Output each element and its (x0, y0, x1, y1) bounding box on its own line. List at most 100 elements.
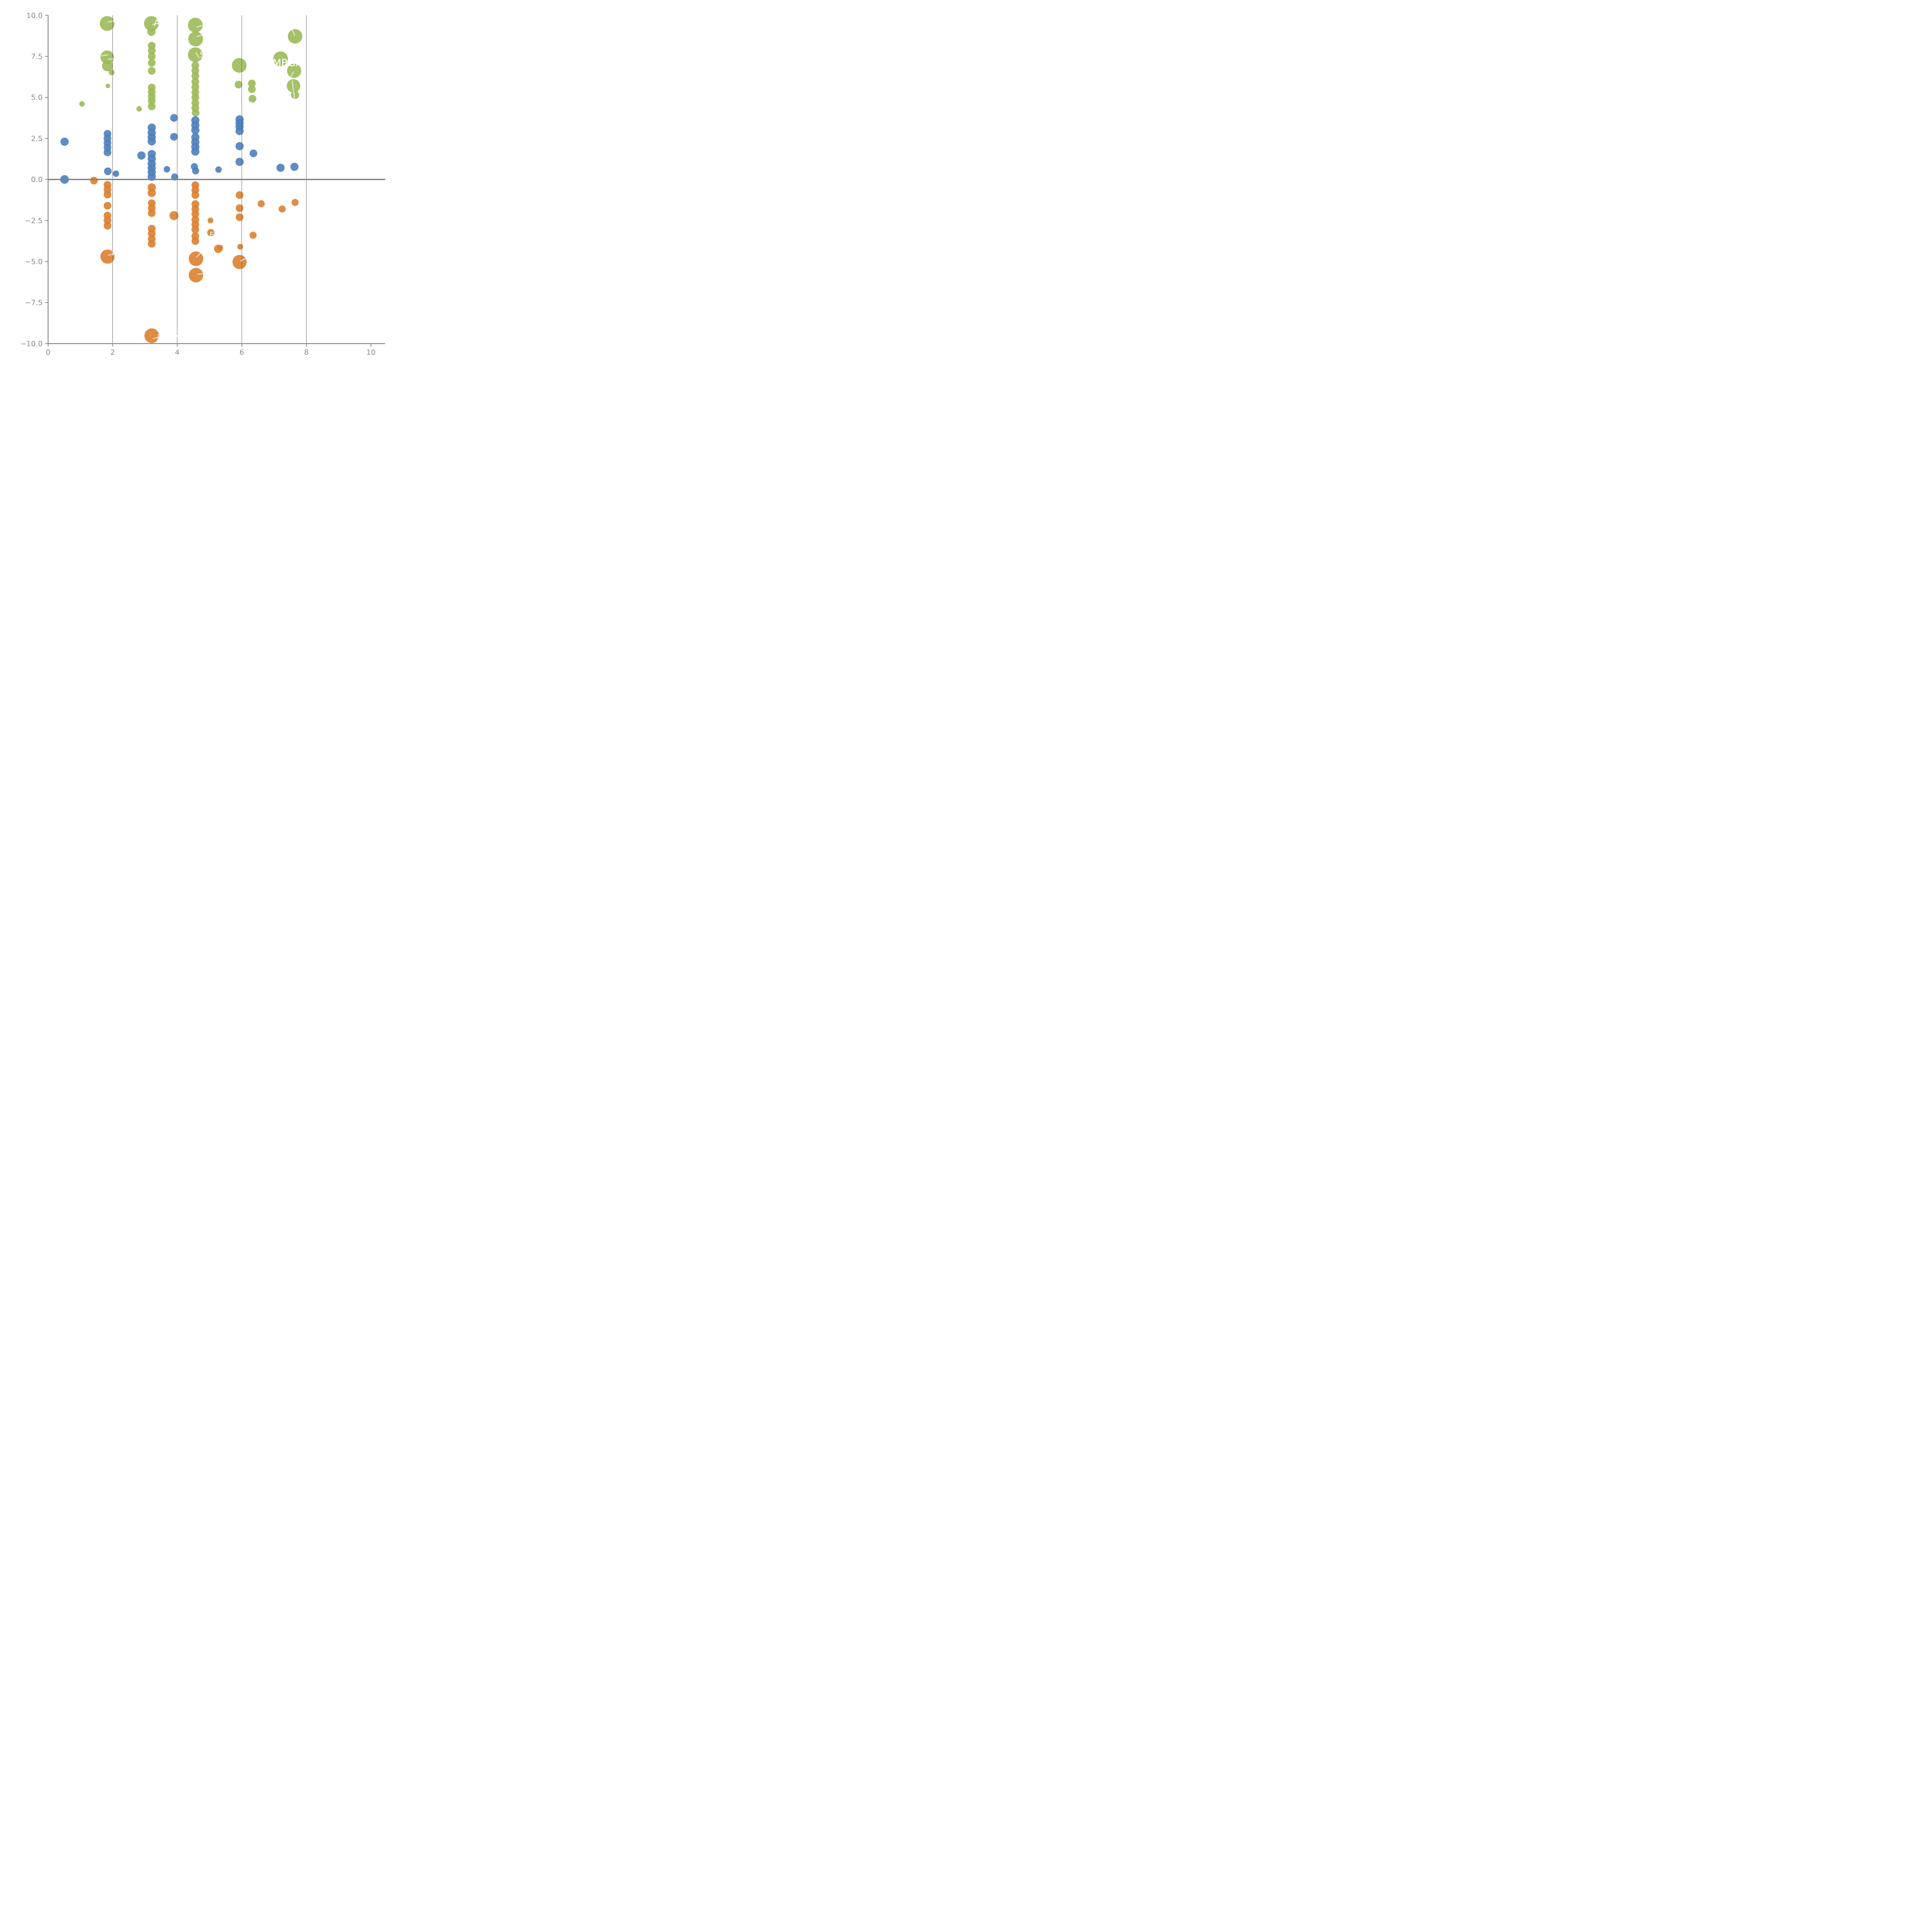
bubble-green (248, 85, 256, 93)
annotation-leader-line (107, 20, 115, 22)
bubble-green (148, 52, 156, 60)
annotation-leader-line (196, 252, 202, 258)
annotation-leader-line (289, 71, 294, 78)
annotation-leader-line (108, 58, 116, 60)
x-tick-label: 10 (366, 348, 376, 357)
y-tick-label: 7.5 (31, 52, 43, 61)
bubble-orange (207, 218, 214, 224)
bubble-blue (192, 167, 199, 175)
bubble-green (232, 58, 247, 73)
bubble-orange (144, 328, 159, 343)
bubble-orange (191, 237, 199, 245)
bubble-green (109, 69, 115, 75)
bubble-orange (169, 211, 179, 220)
annotation-label: E (209, 231, 214, 239)
annotation-label: V (174, 328, 181, 339)
annotation-leader-line (100, 54, 108, 56)
x-tick-label: 6 (240, 348, 244, 357)
bubble-orange (257, 200, 265, 207)
bubble-green (287, 63, 301, 78)
annotation-leader-line (291, 29, 296, 36)
bubble-blue (290, 163, 299, 171)
y-tick-label: 0.0 (31, 175, 43, 184)
bubble-green (248, 95, 257, 103)
bubble-green (191, 72, 199, 80)
bubble-green (287, 79, 300, 93)
bubble-green (148, 46, 156, 54)
annotation-leader-line (197, 34, 204, 37)
bubble-orange (236, 204, 243, 212)
bubble-green (144, 16, 159, 31)
bubble-green (148, 97, 156, 105)
x-tick-label: 0 (46, 348, 50, 357)
bubble-green (188, 47, 203, 62)
bubble-green (291, 91, 299, 99)
bubble-green (79, 101, 85, 107)
bubble-green (148, 59, 156, 67)
annotation-leader-line (195, 52, 200, 59)
bubble-green (105, 83, 110, 88)
bubble-orange (236, 213, 243, 221)
annotation-leader-line (152, 22, 160, 25)
annotation-leader-line (108, 253, 116, 256)
bubble-blue (215, 166, 222, 173)
annotation-label: V (202, 19, 209, 30)
bubble-orange (217, 245, 223, 251)
annotation-label: MBOX (272, 57, 302, 69)
bubble-blue (163, 166, 170, 173)
bubble-orange (191, 191, 199, 199)
bubble-orange (207, 229, 214, 236)
y-tick-label: 5.0 (31, 94, 43, 102)
bubble-orange (189, 268, 203, 282)
bubble-orange (236, 191, 243, 199)
bubble-orange (279, 205, 286, 213)
annotation-label: A (154, 17, 160, 28)
annotation-label: M (113, 17, 119, 25)
bubble-orange (148, 189, 156, 197)
bubble-green (148, 67, 156, 75)
bubble-green (188, 31, 203, 47)
bubble-blue (276, 163, 285, 172)
bubble-blue (235, 142, 244, 150)
y-tick-label: 2.5 (31, 134, 43, 143)
bubble-blue (137, 151, 146, 160)
bubble-green (148, 102, 156, 111)
annotation-label: J (157, 333, 159, 341)
annotation-leader-line (291, 80, 296, 100)
annotation-leader-line (240, 256, 250, 262)
bubble-orange (232, 255, 247, 269)
bubble-orange (104, 190, 112, 199)
annotation-leader-line (196, 25, 204, 28)
annotation-label: S (200, 50, 205, 60)
bubble-blue (191, 126, 200, 134)
bubble-blue (171, 173, 179, 181)
bubble-green (100, 50, 114, 64)
bubble-green (235, 80, 243, 88)
bubble-orange (249, 231, 257, 239)
y-tick-label: −7.5 (25, 299, 43, 307)
bubble-blue (112, 170, 119, 177)
x-tick-label: 2 (111, 348, 115, 357)
bubble-green (188, 17, 203, 33)
bubble-orange (90, 177, 98, 185)
bubble-blue (60, 138, 69, 146)
bubble-orange (104, 222, 112, 230)
annotation-label: I (112, 250, 114, 258)
bubble-blue (104, 167, 112, 175)
bubble-orange (100, 249, 115, 264)
bubble-orange (191, 226, 199, 233)
x-tick-label: 4 (175, 348, 180, 357)
bubble-green (273, 51, 288, 66)
bubble-green (191, 61, 199, 70)
bubble-blue (170, 114, 178, 122)
bubble-blue (104, 148, 112, 156)
bubble-chart: 0 2 4 6 8 10 −10.0 −7.5 −5.0 −2.5 0.0 2.5 5.0 7.5 10.0… (20, 11, 385, 357)
annotation-leader-line (197, 272, 208, 275)
bubble-green (287, 29, 303, 44)
bubble-green (147, 27, 156, 36)
bubble-blue (148, 137, 156, 146)
bubble-green (136, 106, 142, 112)
bubble-green (102, 60, 113, 71)
bubble-green (100, 16, 115, 31)
bubble-green (191, 94, 199, 101)
